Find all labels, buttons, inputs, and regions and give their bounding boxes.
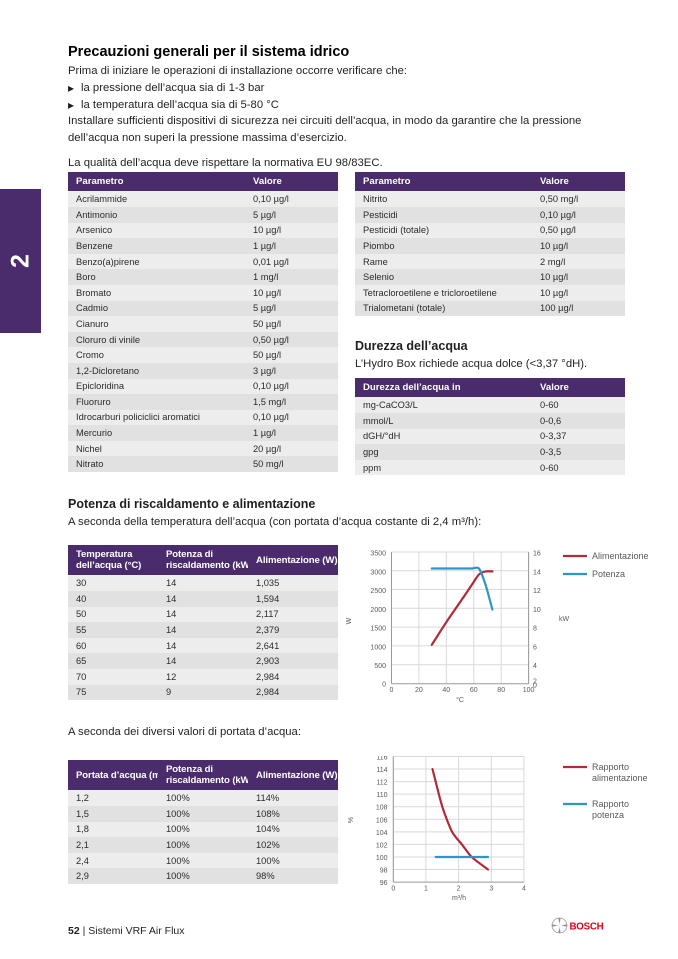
svg-text:1: 1	[424, 886, 428, 893]
svg-text:0: 0	[382, 682, 386, 689]
svg-text:114: 114	[376, 767, 387, 774]
svg-text:Alimentazione: Alimentazione	[592, 551, 649, 561]
svg-text:alimentazione: alimentazione	[592, 773, 648, 783]
svg-text:4: 4	[533, 663, 537, 670]
svg-text:3: 3	[489, 886, 493, 893]
svg-text:14: 14	[533, 569, 541, 576]
svg-text:m³/h: m³/h	[452, 895, 466, 902]
svg-text:2000: 2000	[370, 607, 386, 614]
svg-text:102: 102	[376, 842, 388, 849]
svg-text:80: 80	[497, 687, 505, 694]
svg-text:40: 40	[442, 687, 450, 694]
svg-text:0: 0	[391, 886, 395, 893]
svg-text:3000: 3000	[370, 569, 386, 576]
svg-text:96: 96	[380, 880, 388, 887]
svg-text:16: 16	[533, 551, 541, 558]
svg-text:10: 10	[533, 607, 541, 614]
svg-text:Rapporto: Rapporto	[592, 762, 629, 772]
svg-text:500: 500	[374, 663, 386, 670]
svg-text:116: 116	[376, 756, 387, 762]
svg-text:106: 106	[376, 817, 388, 824]
svg-text:1500: 1500	[370, 626, 386, 633]
svg-text:kW: kW	[559, 616, 570, 623]
svg-text:2500: 2500	[370, 588, 386, 595]
svg-text:12: 12	[533, 588, 541, 595]
svg-text:104: 104	[376, 830, 388, 837]
svg-text:112: 112	[376, 780, 387, 787]
svg-text:98: 98	[380, 868, 388, 875]
svg-text:6: 6	[533, 644, 537, 651]
svg-text:8: 8	[533, 626, 537, 633]
svg-text:3500: 3500	[370, 551, 386, 558]
svg-text:potenza: potenza	[592, 810, 624, 820]
svg-text:108: 108	[376, 805, 388, 812]
svg-text:Potenza: Potenza	[592, 569, 625, 579]
svg-text:W: W	[346, 617, 353, 624]
svg-text:2: 2	[457, 886, 461, 893]
svg-text:Rapporto: Rapporto	[592, 799, 629, 809]
svg-text:100: 100	[376, 855, 388, 862]
svg-text:1000: 1000	[370, 644, 386, 651]
svg-text:100: 100	[523, 687, 535, 694]
svg-text:20: 20	[415, 687, 423, 694]
svg-text:BOSCH: BOSCH	[570, 921, 604, 932]
svg-text:0: 0	[390, 687, 394, 694]
svg-text:°C: °C	[456, 696, 464, 704]
svg-text:%: %	[348, 817, 355, 823]
svg-text:4: 4	[522, 886, 526, 893]
svg-text:110: 110	[376, 792, 387, 799]
svg-text:60: 60	[470, 687, 478, 694]
